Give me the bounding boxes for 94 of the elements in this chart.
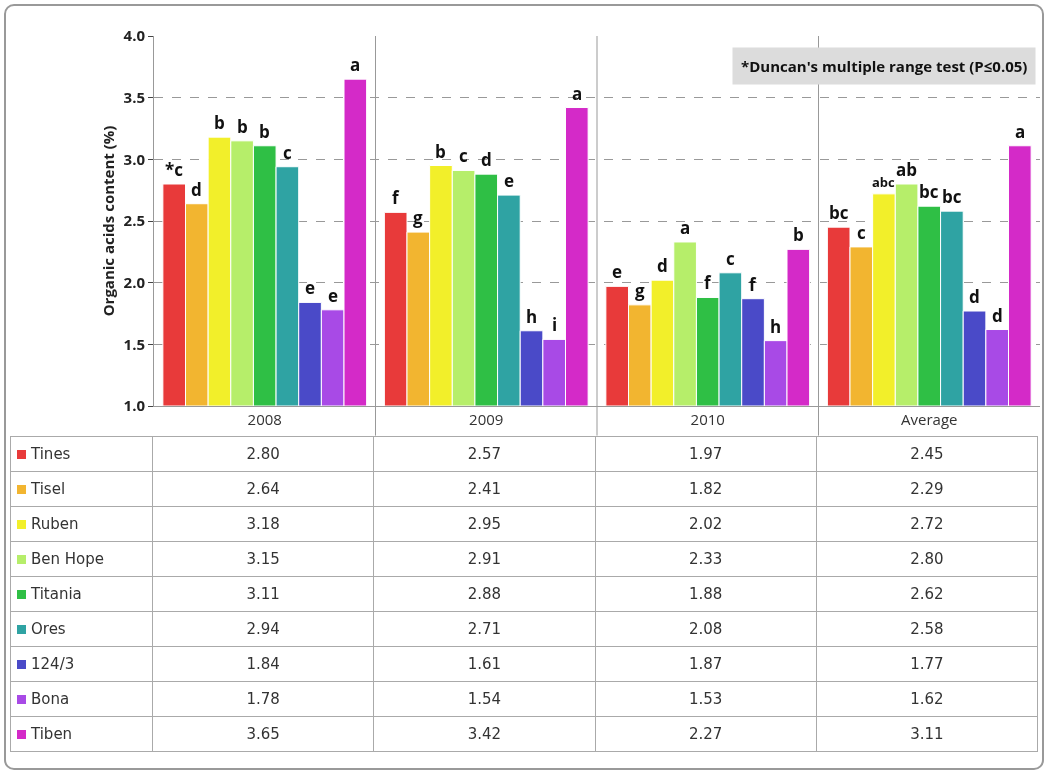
y-tick-label: 2.0 (123, 271, 146, 292)
annotation: d (969, 285, 980, 308)
y-tick-label: 1.0 (123, 395, 146, 416)
data-label: 2.64 (152, 471, 374, 507)
annotation: a (680, 216, 691, 239)
annotation: g (635, 279, 645, 302)
data-label: 2.94 (152, 611, 374, 647)
data-label: 2.45 (816, 436, 1038, 472)
data-label: 2.29 (816, 471, 1038, 507)
annotation: b (259, 120, 270, 143)
data-label: 1.77 (816, 646, 1038, 682)
data-label: 1.62 (816, 681, 1038, 717)
annotation: f (749, 273, 757, 296)
data-label: 2.95 (373, 506, 595, 542)
annotation: *Duncan's multiple range test (P≤0.05) (741, 56, 1028, 76)
data-label: 2.41 (373, 471, 595, 507)
y-tick-label: 3.0 (123, 148, 146, 169)
data-label: 1.61 (373, 646, 595, 682)
x-tick-label: Average (901, 409, 958, 429)
annotation: c (459, 144, 468, 167)
annotation: g (413, 206, 423, 229)
annotation: bc (919, 180, 939, 203)
annotation: a (1015, 120, 1026, 143)
annotation: e (328, 284, 339, 307)
annotation: b (214, 111, 225, 134)
y-tick-label: 2.5 (123, 210, 145, 231)
annotation: ab (896, 158, 918, 181)
annotation: b (237, 115, 248, 138)
legend-label: Tines (10, 436, 153, 472)
data-label: 1.78 (152, 681, 374, 717)
data-label: 2.02 (595, 506, 817, 542)
data-label: 3.65 (152, 716, 374, 752)
data-label: 2.88 (373, 576, 595, 612)
data-label: 2.91 (373, 541, 595, 577)
annotation: d (191, 178, 202, 201)
legend-label: Bona (10, 681, 153, 717)
y-tick-label: 1.5 (123, 333, 145, 354)
annotation: c (283, 141, 292, 164)
data-label: 2.33 (595, 541, 817, 577)
annotation: d (657, 254, 668, 277)
data-label: 2.80 (816, 541, 1038, 577)
data-label: 3.18 (152, 506, 374, 542)
annotation: h (770, 315, 782, 338)
data-label: 3.42 (373, 716, 595, 752)
data-label: 2.27 (595, 716, 817, 752)
data-label: 1.53 (595, 681, 817, 717)
y-tick-label: 3.5 (123, 86, 145, 107)
annotation: f (392, 186, 400, 209)
data-label: 2.08 (595, 611, 817, 647)
annotation: a (572, 82, 583, 105)
legend-label: 124/3 (10, 646, 153, 682)
y-axis-title: Organic acids content (%) (98, 125, 118, 317)
legend-label: Ben Hope (10, 541, 153, 577)
annotation: a (350, 53, 361, 76)
annotation: abc (872, 173, 896, 191)
data-label: 3.11 (816, 716, 1038, 752)
data-label: 1.87 (595, 646, 817, 682)
annotation: e (612, 260, 623, 283)
data-label: 3.15 (152, 541, 374, 577)
annotation: f (704, 271, 712, 294)
annotation: bc (829, 201, 849, 224)
x-tick-label: 2010 (690, 409, 725, 429)
data-label: 2.71 (373, 611, 595, 647)
annotation: e (305, 276, 316, 299)
data-label: 1.82 (595, 471, 817, 507)
data-label: 1.54 (373, 681, 595, 717)
data-label: 2.80 (152, 436, 374, 472)
data-label: 1.88 (595, 576, 817, 612)
annotation: i (552, 313, 558, 336)
annotation: c (857, 221, 866, 244)
annotation: d (992, 304, 1003, 327)
annotation: bc (942, 185, 962, 208)
data-label: 2.58 (816, 611, 1038, 647)
data-label: 2.72 (816, 506, 1038, 542)
annotation: b (793, 223, 804, 246)
legend-label: Tiben (10, 716, 153, 752)
legend-label: Titania (10, 576, 153, 612)
annotation: e (504, 169, 515, 192)
annotation: d (481, 148, 492, 171)
legend-label: Ruben (10, 506, 153, 542)
annotation: b (435, 140, 446, 163)
data-label: 1.97 (595, 436, 817, 472)
data-label: 1.84 (152, 646, 374, 682)
legend-label: Tisel (10, 471, 153, 507)
x-tick-label: 2009 (469, 409, 504, 429)
annotation: h (526, 305, 538, 328)
annotation: c (726, 247, 735, 270)
data-label: 2.62 (816, 576, 1038, 612)
data-label: 2.57 (373, 436, 595, 472)
annotation: *c (165, 158, 184, 181)
data-label: 3.11 (152, 576, 374, 612)
x-tick-label: 2008 (247, 409, 282, 429)
legend-label: Ores (10, 611, 153, 647)
y-tick-label: 4.0 (123, 25, 146, 46)
